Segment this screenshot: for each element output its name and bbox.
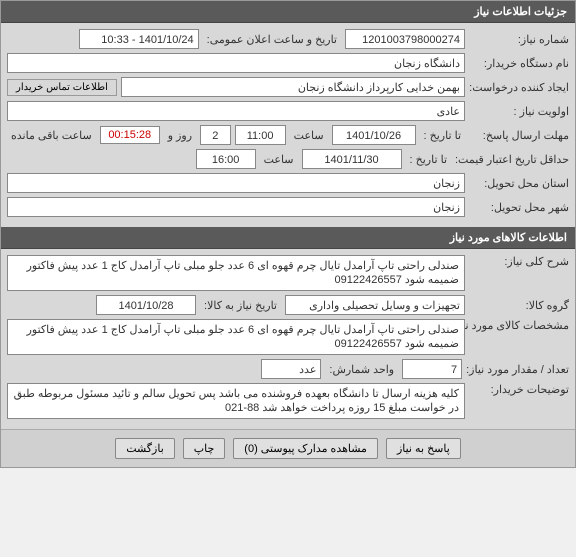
days-count-field: 2 [200, 125, 231, 145]
announce-field: 1401/10/24 - 10:33 [79, 29, 199, 49]
delivery-province-label: استان محل تحویل: [469, 177, 569, 190]
priority-field: عادی [7, 101, 465, 121]
group-field: تجهیزات و وسایل تحصیلی واداری [285, 295, 465, 315]
creator-label: ایجاد کننده درخواست: [469, 81, 569, 94]
deadline-time-field: 11:00 [235, 125, 286, 145]
row-delivery-province: استان محل تحویل: زنجان [7, 173, 569, 193]
validity-time-field: 16:00 [196, 149, 256, 169]
row-note: توضیحات خریدار: کلیه هزینه ارسال تا دانش… [7, 383, 569, 419]
deadline-label: مهلت ارسال پاسخ: [469, 129, 569, 142]
need-date-label: تاریخ نیاز به کالا: [200, 299, 281, 312]
attachments-button[interactable]: مشاهده مدارک پیوستی (0) [233, 438, 378, 459]
section1-header: جزئیات اطلاعات نیاز [1, 1, 575, 23]
section1-body: شماره نیاز: 1201003798000274 تاریخ و ساع… [1, 23, 575, 227]
validity-time-label: ساعت [260, 153, 298, 166]
row-deadline: مهلت ارسال پاسخ: تا تاریخ : 1401/10/26 س… [7, 125, 569, 145]
delivery-province-field: زنجان [7, 173, 465, 193]
request-number-field: 1201003798000274 [345, 29, 465, 49]
row-creator: ایجاد کننده درخواست: بهمن خدایی کارپرداز… [7, 77, 569, 97]
row-desc: شرح کلی نیاز: صندلی راحتی تاپ آرامدل تای… [7, 255, 569, 291]
unit-field: عدد [261, 359, 321, 379]
desc-field: صندلی راحتی تاپ آرامدل تایال چرم قهوه ای… [7, 255, 465, 291]
desc-label: شرح کلی نیاز: [469, 255, 569, 268]
request-number-label: شماره نیاز: [469, 33, 569, 46]
note-field: کلیه هزینه ارسال تا دانشگاه بعهده فروشند… [7, 383, 465, 419]
deadline-date-field: 1401/10/26 [332, 125, 416, 145]
contact-button[interactable]: اطلاعات تماس خریدار [7, 79, 117, 96]
row-buyer-org: نام دستگاه خریدار: دانشگاه زنجان [7, 53, 569, 73]
note-label: توضیحات خریدار: [469, 383, 569, 396]
validity-to-label: تا تاریخ : [406, 153, 451, 166]
row-group: گروه کالا: تجهیزات و وسایل تحصیلی واداری… [7, 295, 569, 315]
remaining-label: ساعت باقی مانده [7, 129, 96, 142]
main-container: جزئیات اطلاعات نیاز شماره نیاز: 12010037… [0, 0, 576, 468]
spec-field: صندلی راحتی تاپ آرامدل تایال چرم قهوه ای… [7, 319, 465, 355]
deadline-to-label: تا تاریخ : [420, 129, 465, 142]
row-request-number: شماره نیاز: 1201003798000274 تاریخ و ساع… [7, 29, 569, 49]
section2-body: شرح کلی نیاز: صندلی راحتی تاپ آرامدل تای… [1, 249, 575, 429]
qty-label: تعداد / مقدار مورد نیاز: [466, 363, 569, 376]
buyer-org-field: دانشگاه زنجان [7, 53, 465, 73]
row-priority: اولویت نیاز : عادی [7, 101, 569, 121]
print-button[interactable]: چاپ [183, 438, 226, 459]
section2-header: اطلاعات کالاهای مورد نیاز [1, 227, 575, 249]
row-delivery-city: شهر محل تحویل: زنجان [7, 197, 569, 217]
announce-label: تاریخ و ساعت اعلان عمومی: [203, 33, 341, 46]
days-label: روز و [164, 129, 196, 142]
validity-date-field: 1401/11/30 [302, 149, 402, 169]
buyer-org-label: نام دستگاه خریدار: [469, 57, 569, 70]
row-spec: مشخصات کالای مورد نیاز: صندلی راحتی تاپ … [7, 319, 569, 355]
countdown-field: 00:15:28 [100, 126, 160, 144]
group-label: گروه کالا: [469, 299, 569, 312]
delivery-city-label: شهر محل تحویل: [469, 201, 569, 214]
deadline-time-label: ساعت [290, 129, 328, 142]
row-qty: تعداد / مقدار مورد نیاز: 7 واحد شمارش: ع… [7, 359, 569, 379]
validity-label: حداقل تاریخ اعتبار قیمت: [455, 153, 569, 166]
need-date-field: 1401/10/28 [96, 295, 196, 315]
footer-buttons: پاسخ به نیاز مشاهده مدارک پیوستی (0) چاپ… [1, 429, 575, 467]
priority-label: اولویت نیاز : [469, 105, 569, 118]
respond-button[interactable]: پاسخ به نیاز [386, 438, 461, 459]
unit-label: واحد شمارش: [325, 363, 398, 376]
delivery-city-field: زنجان [7, 197, 465, 217]
qty-field: 7 [402, 359, 462, 379]
back-button[interactable]: بازگشت [115, 438, 175, 459]
row-validity: حداقل تاریخ اعتبار قیمت: تا تاریخ : 1401… [7, 149, 569, 169]
spec-label: مشخصات کالای مورد نیاز: [469, 319, 569, 332]
creator-field: بهمن خدایی کارپرداز دانشگاه زنجان [121, 77, 465, 97]
